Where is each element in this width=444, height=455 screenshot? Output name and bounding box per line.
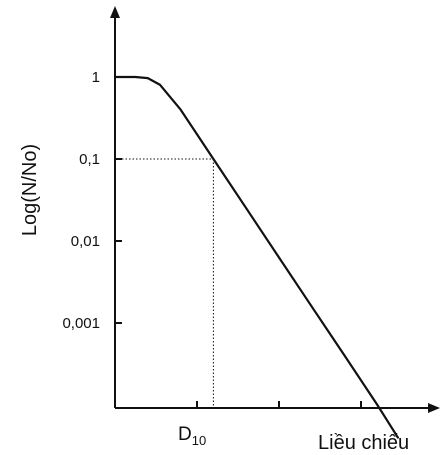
survival-curve-line-0	[113, 75, 399, 439]
y-tick-group: 1 0,1 0,01 0,001	[62, 69, 122, 332]
y-axis-title: Log(N/No)	[19, 144, 41, 236]
y-tick-label: 0,01	[71, 233, 100, 250]
x-axis-title: Liều chiếu	[318, 432, 409, 454]
y-tick-label: 1	[92, 69, 100, 86]
y-tick-label: 0,1	[79, 151, 100, 168]
x-tick-label-main: D	[178, 424, 192, 445]
x-tick-group	[196, 401, 362, 408]
x-tick-label-sub: 10	[192, 433, 206, 448]
y-tick-label: 0,001	[62, 315, 100, 332]
plot-area	[113, 75, 399, 439]
x-tick-label-d10: D10	[178, 424, 206, 448]
